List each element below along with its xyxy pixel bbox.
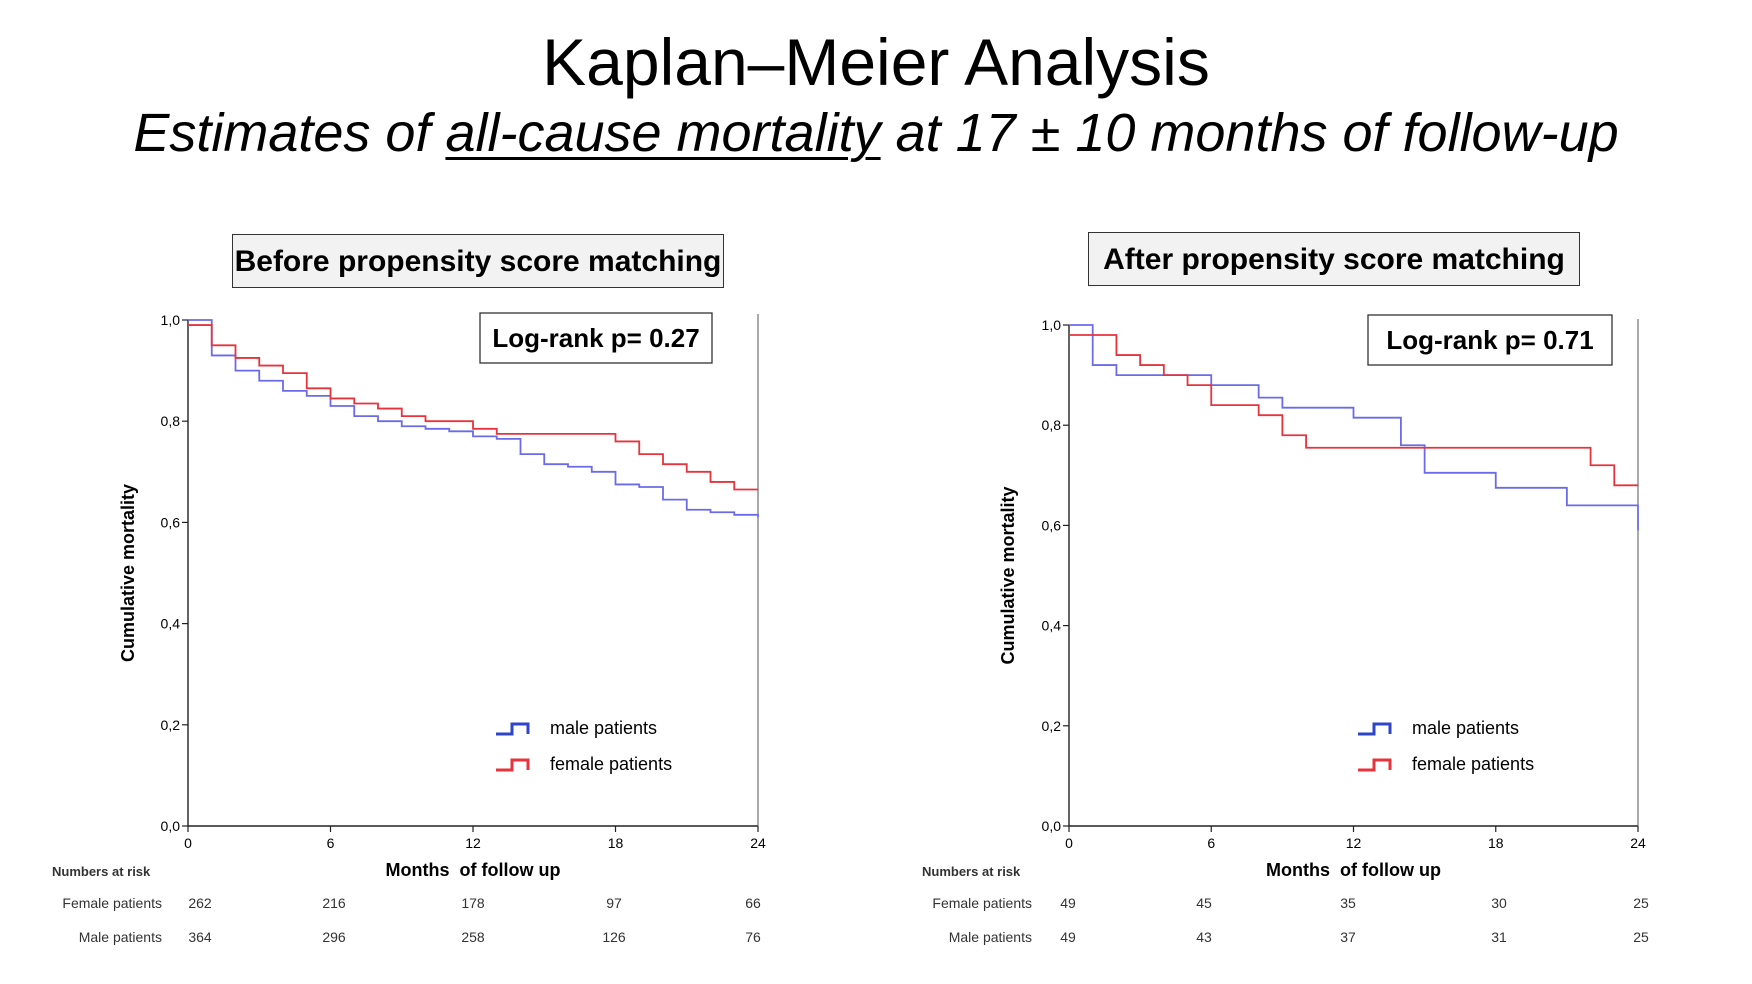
risk-value: 25 [1633, 895, 1649, 911]
y-tick-label: 0,0 [1042, 818, 1062, 834]
legend-swatch-male [496, 722, 530, 736]
subtitle-suffix: at 17 ± 10 months of follow-up [880, 103, 1619, 163]
km-chart-before: 0,0 0,2 0,4 0,6 0,8 1,0 0 6 12 18 24 Cumulative mor… [52, 312, 766, 945]
logrank-annotation: Log-rank p= 0.27 [492, 323, 699, 353]
y-tick-label: 0,2 [161, 717, 181, 733]
risk-value: 25 [1633, 929, 1649, 945]
panel-label-before: Before propensity score matching [232, 234, 724, 288]
risk-row-label: Male patients [949, 929, 1032, 945]
y-tick-label: 1,0 [1042, 317, 1062, 333]
y-tick-label: 0,6 [1042, 517, 1062, 533]
subtitle-underlined: all-cause mortality [445, 103, 881, 163]
series-female-line [1069, 334, 1638, 487]
risk-value: 126 [602, 929, 626, 945]
y-tick-label: 0,4 [1042, 618, 1062, 634]
legend-swatch-female [1358, 758, 1392, 772]
series-female-line [188, 324, 758, 491]
x-tick-label: 12 [465, 835, 481, 851]
y-tick-label: 0,2 [1042, 718, 1062, 734]
risk-value: 45 [1196, 895, 1212, 911]
x-tick-label: 24 [1630, 835, 1646, 851]
x-tick-label: 24 [750, 835, 766, 851]
slide-subtitle: Estimates of all-cause mortality at 17 ±… [0, 98, 1752, 168]
legend-label-male: male patients [550, 718, 657, 738]
x-axis-title: Months of follow up [1266, 860, 1441, 880]
x-tick-label: 6 [327, 835, 335, 851]
logrank-box [1367, 314, 1613, 366]
y-tick-label: 1,0 [161, 312, 181, 328]
risk-value: 49 [1060, 929, 1076, 945]
risk-row-label: Female patients [932, 895, 1032, 911]
risk-value: 178 [461, 895, 485, 911]
risk-value: 30 [1491, 895, 1507, 911]
subtitle-prefix: Estimates of [133, 103, 446, 163]
series-male-line [1069, 324, 1639, 531]
x-tick-label: 0 [184, 835, 192, 851]
risk-value: 66 [745, 895, 761, 911]
y-axis-title: Cumulative mortality [118, 484, 138, 662]
risk-value: 37 [1340, 929, 1356, 945]
risk-table-header: Numbers at risk [922, 864, 1021, 879]
y-tick-label: 0,8 [1042, 417, 1062, 433]
series-male-line [188, 319, 759, 518]
legend-label-female: female patients [550, 754, 672, 774]
risk-value: 364 [188, 929, 212, 945]
x-tick-label: 6 [1207, 835, 1215, 851]
risk-value: 262 [188, 895, 212, 911]
legend-label-male: male patients [1412, 718, 1519, 738]
risk-table-header: Numbers at risk [52, 864, 151, 879]
y-tick-label: 0,0 [161, 818, 181, 834]
y-tick-label: 0,6 [161, 514, 181, 530]
risk-value: 296 [322, 929, 346, 945]
y-tick-label: 0,4 [161, 616, 181, 632]
risk-value: 258 [461, 929, 485, 945]
risk-row-label: Female patients [62, 895, 162, 911]
risk-value: 31 [1491, 929, 1507, 945]
risk-value: 76 [745, 929, 761, 945]
risk-value: 35 [1340, 895, 1356, 911]
x-tick-label: 18 [608, 835, 624, 851]
logrank-box [479, 312, 713, 364]
legend-swatch-female [496, 758, 530, 772]
x-tick-label: 12 [1346, 835, 1362, 851]
risk-row-label: Male patients [79, 929, 162, 945]
risk-value: 97 [606, 895, 622, 911]
risk-value: 49 [1060, 895, 1076, 911]
slide-title: Kaplan–Meier Analysis [542, 25, 1210, 99]
y-axis-title: Cumulative mortality [998, 486, 1018, 664]
risk-value: 216 [322, 895, 346, 911]
legend-label-female: female patients [1412, 754, 1534, 774]
km-chart-after: 0,0 0,2 0,4 0,6 0,8 1,0 0 6 12 18 24 Cumulative mor… [922, 314, 1649, 945]
x-axis-title: Months of follow up [386, 860, 561, 880]
logrank-annotation: Log-rank p= 0.71 [1386, 325, 1593, 355]
y-tick-label: 0,8 [161, 413, 181, 429]
x-tick-label: 18 [1488, 835, 1504, 851]
risk-value: 43 [1196, 929, 1212, 945]
panel-label-after: After propensity score matching [1088, 232, 1580, 286]
legend-swatch-male [1358, 722, 1392, 736]
x-tick-label: 0 [1065, 835, 1073, 851]
